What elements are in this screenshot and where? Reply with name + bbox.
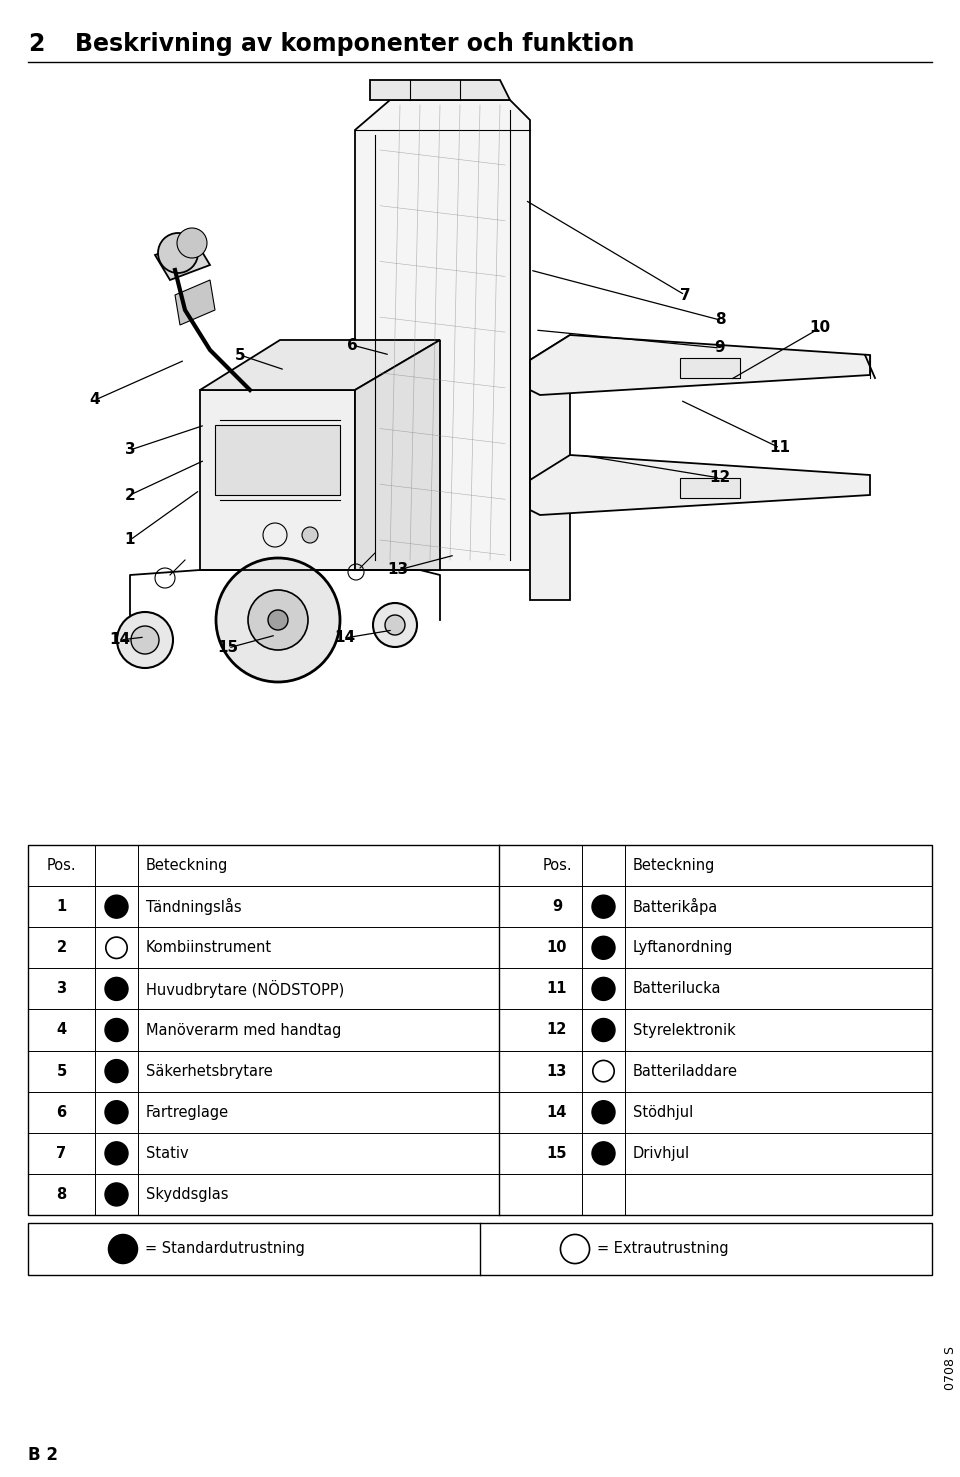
Circle shape — [105, 1059, 128, 1083]
Circle shape — [592, 1142, 615, 1165]
Polygon shape — [530, 455, 870, 515]
Text: 7: 7 — [680, 288, 690, 303]
Circle shape — [158, 233, 198, 273]
Text: Fartreglage: Fartreglage — [146, 1105, 229, 1120]
Text: 12: 12 — [547, 1022, 567, 1037]
Text: 12: 12 — [709, 471, 731, 486]
Text: 0708 S: 0708 S — [944, 1346, 956, 1390]
Circle shape — [105, 1019, 128, 1041]
Circle shape — [177, 227, 207, 258]
Circle shape — [592, 936, 615, 959]
Circle shape — [131, 626, 159, 654]
Circle shape — [592, 895, 615, 919]
Circle shape — [373, 603, 417, 647]
Text: 9: 9 — [552, 899, 562, 914]
Text: = Extrautrustning: = Extrautrustning — [597, 1242, 729, 1257]
Text: 6: 6 — [347, 338, 357, 353]
Text: 1: 1 — [125, 533, 135, 548]
Circle shape — [248, 589, 308, 650]
Text: Lyftanordning: Lyftanordning — [633, 941, 733, 956]
Circle shape — [105, 1142, 128, 1165]
Text: Batterikåpa: Batterikåpa — [633, 898, 718, 916]
Circle shape — [592, 1100, 615, 1124]
Circle shape — [105, 1183, 128, 1205]
Text: 14: 14 — [334, 631, 355, 645]
Polygon shape — [200, 390, 355, 570]
Circle shape — [302, 527, 318, 544]
Text: Beteckning: Beteckning — [633, 858, 715, 873]
Circle shape — [385, 614, 405, 635]
Text: 15: 15 — [217, 641, 239, 656]
Text: 3: 3 — [57, 981, 66, 997]
Text: 13: 13 — [547, 1063, 567, 1078]
Text: 5: 5 — [234, 347, 246, 362]
Text: 8: 8 — [714, 313, 726, 328]
Text: Pos.: Pos. — [47, 858, 76, 873]
Polygon shape — [175, 281, 215, 325]
Text: 14: 14 — [109, 632, 131, 647]
Text: 9: 9 — [714, 341, 726, 356]
Text: B 2: B 2 — [28, 1446, 58, 1464]
Text: Tändningslås: Tändningslås — [146, 898, 242, 916]
Bar — [680, 479, 740, 498]
Text: 2: 2 — [125, 487, 135, 502]
Polygon shape — [200, 340, 440, 390]
Text: Batterilucka: Batterilucka — [633, 981, 722, 997]
Text: 3: 3 — [125, 443, 135, 458]
Circle shape — [268, 610, 288, 631]
Bar — [28, 845, 932, 1216]
Text: 14: 14 — [547, 1105, 567, 1120]
Text: 15: 15 — [547, 1146, 567, 1161]
Circle shape — [108, 1235, 137, 1263]
Text: Manöverarm med handtag: Manöverarm med handtag — [146, 1022, 342, 1037]
Text: 2: 2 — [57, 941, 66, 956]
Text: Beteckning: Beteckning — [146, 858, 228, 873]
Text: 4: 4 — [57, 1022, 66, 1037]
Circle shape — [592, 1019, 615, 1041]
Polygon shape — [530, 335, 870, 394]
Circle shape — [216, 558, 340, 682]
Text: 5: 5 — [57, 1063, 66, 1078]
Text: Säkerhetsbrytare: Säkerhetsbrytare — [146, 1063, 273, 1078]
Circle shape — [105, 1100, 128, 1124]
Bar — [680, 357, 740, 378]
Circle shape — [592, 978, 615, 1000]
Polygon shape — [355, 340, 440, 570]
Text: Styrelektronik: Styrelektronik — [633, 1022, 735, 1037]
Text: 2: 2 — [28, 32, 44, 56]
Text: 6: 6 — [57, 1105, 66, 1120]
Text: Drivhjul: Drivhjul — [633, 1146, 690, 1161]
Text: 11: 11 — [770, 440, 790, 455]
Text: Beskrivning av komponenter och funktion: Beskrivning av komponenter och funktion — [75, 32, 635, 56]
Text: 10: 10 — [809, 321, 830, 335]
Text: 10: 10 — [547, 941, 567, 956]
Circle shape — [105, 978, 128, 1000]
Polygon shape — [530, 335, 570, 600]
Text: Batteriladdare: Batteriladdare — [633, 1063, 738, 1078]
Bar — [215, 425, 340, 495]
Text: 7: 7 — [57, 1146, 66, 1161]
Text: 13: 13 — [388, 563, 409, 578]
Circle shape — [105, 895, 128, 919]
Text: 8: 8 — [57, 1188, 66, 1202]
Text: Kombiinstrument: Kombiinstrument — [146, 941, 272, 956]
Text: 4: 4 — [89, 393, 100, 408]
Circle shape — [117, 611, 173, 668]
Text: Skyddsglas: Skyddsglas — [146, 1188, 228, 1202]
Bar — [28, 1223, 932, 1275]
Text: Stativ: Stativ — [146, 1146, 188, 1161]
Polygon shape — [370, 80, 510, 100]
Text: Pos.: Pos. — [542, 858, 572, 873]
Text: Huvudbrytare (NÖDSTOPP): Huvudbrytare (NÖDSTOPP) — [146, 979, 345, 998]
Text: Stödhjul: Stödhjul — [633, 1105, 693, 1120]
Text: 11: 11 — [547, 981, 567, 997]
Polygon shape — [155, 239, 210, 281]
Text: = Standardutrustning: = Standardutrustning — [145, 1242, 305, 1257]
Text: 1: 1 — [57, 899, 66, 914]
Polygon shape — [355, 100, 530, 570]
